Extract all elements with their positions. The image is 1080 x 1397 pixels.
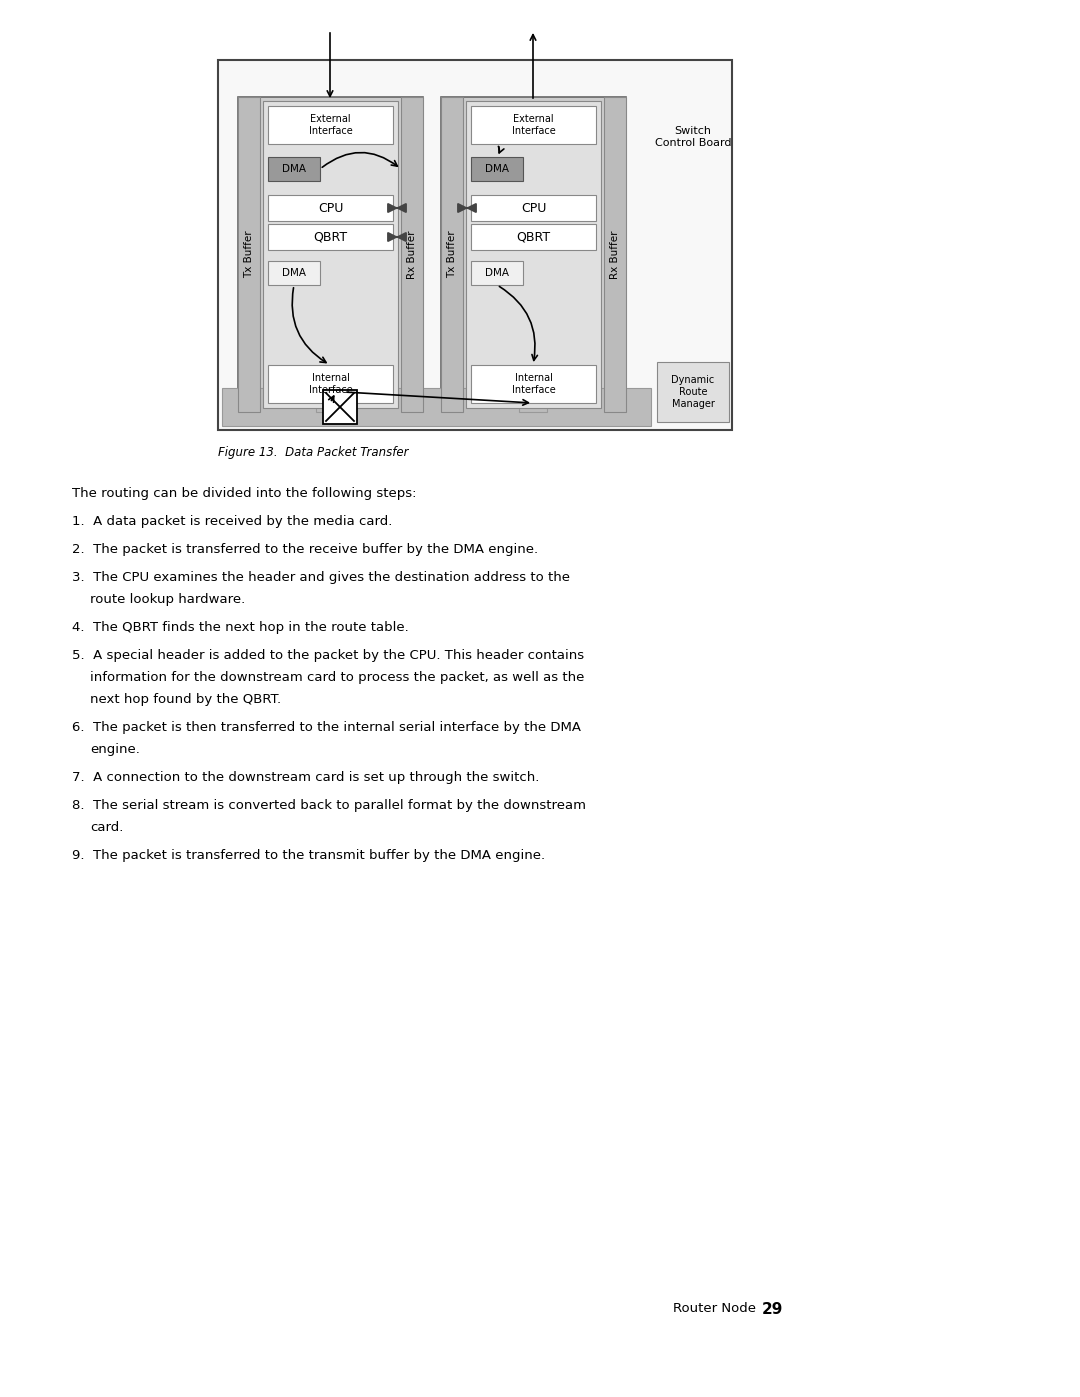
Text: CPU: CPU [521,201,546,215]
Bar [268,365,393,402]
Text: information for the downstream card to process the packet, as well as the: information for the downstream card to p… [90,671,584,685]
Text: Rx Buffer: Rx Buffer [610,231,620,279]
Text: Figure 13.  Data Packet Transfer: Figure 13. Data Packet Transfer [218,446,408,460]
Text: DMA: DMA [282,163,306,175]
Text: Dynamic
Route
Manager: Dynamic Route Manager [672,376,715,408]
Text: DMA: DMA [485,163,509,175]
Text: Tx Buffer: Tx Buffer [447,231,457,278]
Bar [222,388,651,426]
Text: 9.  The packet is transferred to the transmit buffer by the DMA engine.: 9. The packet is transferred to the tran… [72,849,545,862]
Bar [264,101,399,408]
Text: 4.  The QBRT finds the next hop in the route table.: 4. The QBRT finds the next hop in the ro… [72,622,408,634]
Text: DMA: DMA [485,268,509,278]
Text: Router Node: Router Node [673,1302,756,1315]
Bar [268,196,393,221]
Bar [471,196,596,221]
Text: next hop found by the QBRT.: next hop found by the QBRT. [90,693,281,705]
Bar [441,96,626,412]
Bar [471,261,523,285]
Bar [316,388,345,412]
Bar [471,365,596,402]
Text: engine.: engine. [90,743,140,756]
Text: Internal
Interface: Internal Interface [512,373,555,395]
Text: 5.  A special header is added to the packet by the CPU. This header contains: 5. A special header is added to the pack… [72,650,584,662]
Bar [465,101,600,408]
Bar [238,96,423,412]
Bar [268,261,320,285]
Text: Switch
Control Board: Switch Control Board [654,126,731,148]
Text: QBRT: QBRT [516,231,551,243]
Bar [471,106,596,144]
Bar [268,106,393,144]
Text: 6.  The packet is then transferred to the internal serial interface by the DMA: 6. The packet is then transferred to the… [72,721,581,733]
Bar [401,96,423,412]
Bar [218,60,732,430]
Bar [471,224,596,250]
Text: 2.  The packet is transferred to the receive buffer by the DMA engine.: 2. The packet is transferred to the rece… [72,543,538,556]
Text: 3.  The CPU examines the header and gives the destination address to the: 3. The CPU examines the header and gives… [72,571,570,584]
Bar [268,156,320,182]
Text: External
Interface: External Interface [512,115,555,136]
Text: 7.  A connection to the downstream card is set up through the switch.: 7. A connection to the downstream card i… [72,771,539,784]
Text: Internal
Interface: Internal Interface [309,373,352,395]
Text: DMA: DMA [282,268,306,278]
Text: card.: card. [90,821,123,834]
Bar [441,96,463,412]
Text: Rx Buffer: Rx Buffer [407,231,417,279]
Text: route lookup hardware.: route lookup hardware. [90,592,245,606]
Text: External
Interface: External Interface [309,115,352,136]
Bar [323,390,357,425]
Bar [519,388,546,412]
Bar [604,96,626,412]
Text: CPU: CPU [318,201,343,215]
Bar [268,224,393,250]
Bar [238,96,260,412]
Text: Tx Buffer: Tx Buffer [244,231,254,278]
Text: The routing can be divided into the following steps:: The routing can be divided into the foll… [72,488,417,500]
Bar [657,362,729,422]
Text: QBRT: QBRT [313,231,348,243]
Text: 29: 29 [762,1302,783,1317]
Bar [471,156,523,182]
Text: 1.  A data packet is received by the media card.: 1. A data packet is received by the medi… [72,515,392,528]
Text: 8.  The serial stream is converted back to parallel format by the downstream: 8. The serial stream is converted back t… [72,799,586,812]
